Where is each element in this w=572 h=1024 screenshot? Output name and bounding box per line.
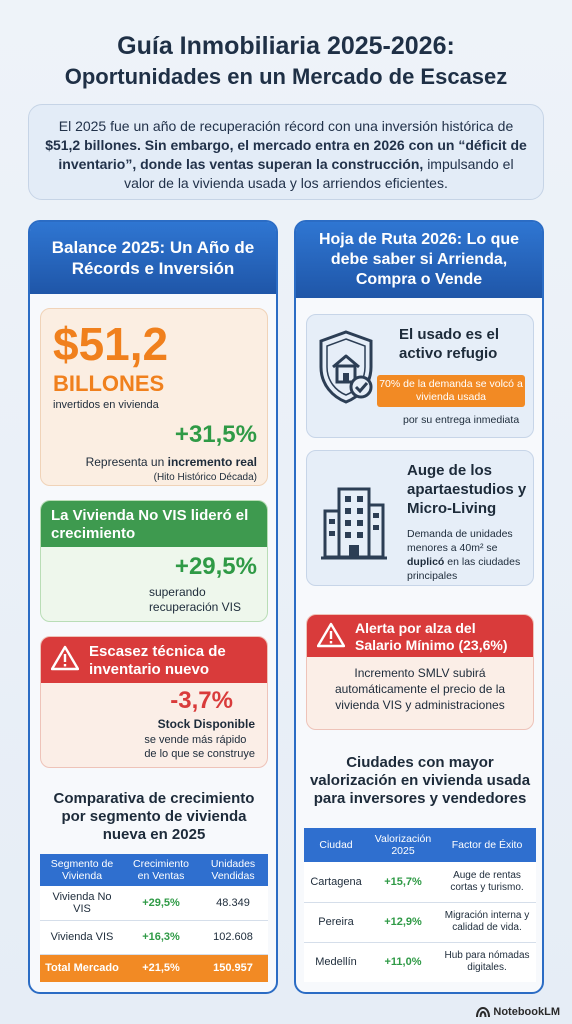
novis-text: superando recuperación VIS (149, 585, 241, 615)
intro-bold: $51,2 billones (45, 137, 138, 153)
factor-cell: Hub para nómadas digitales. (438, 942, 536, 982)
growth-text: Representa un incremento real (86, 455, 257, 470)
table-row: Vivienda No VIS +29,5% 48.349 (40, 886, 268, 921)
valuation-cell: +11,0% (368, 942, 438, 982)
growth-note: (Hito Histórico Década) (153, 472, 257, 483)
segment-header: Segmento de Vivienda (40, 854, 124, 886)
novis-percent: +29,5% (174, 553, 257, 580)
table-total-row: Total Mercado +21,5% 150.957 (40, 954, 268, 982)
right-header: Hoja de Ruta 2026: Lo que debe saber si … (296, 222, 542, 298)
alert-body: Incremento SMLV subirá automáticamente e… (334, 666, 506, 712)
comparison-title: Comparativa de crecimiento por segmento … (53, 790, 255, 843)
used-badge: 70% de la demanda se volcó a vivienda us… (377, 375, 525, 407)
growth-percent: +31,5% (174, 421, 257, 448)
micro-living-card: Auge de los apartaestudios y Micro-Livin… (306, 450, 534, 586)
scarcity-label: Stock Disponible (157, 717, 255, 731)
intro-text-1: El 2025 fue un año de recuperación récor… (58, 118, 514, 134)
total-label: Total Mercado (40, 954, 124, 982)
table-row: Vivienda VIS +16,3% 102.608 (40, 920, 268, 955)
alert-card: Alerta por alza del Salario Mínimo (23,6… (306, 614, 534, 730)
investment-amount: $51,2 (53, 318, 169, 370)
valuation-cell: +12,9% (368, 902, 438, 943)
shield-house-icon (319, 330, 373, 404)
table-row: Medellín +11,0% Hub para nómadas digital… (304, 942, 536, 982)
intro-text-3: impulsando el valor de la vivienda usada… (124, 156, 514, 191)
city-cell: Pereira (304, 902, 368, 943)
left-header: Balance 2025: Un Año de Récords e Invers… (30, 222, 276, 294)
city-header: Ciudad (304, 828, 368, 862)
notebooklm-logo-icon (476, 1006, 491, 1017)
novis-card: La Vivienda No VIS lideró el crecimiento… (40, 500, 268, 622)
total-growth: +21,5% (124, 954, 198, 982)
novis-line-1: superando (148, 585, 206, 599)
units-cell: 102.608 (198, 920, 268, 955)
growth-cell: +16,3% (124, 920, 198, 955)
factor-cell: Migración interna y calidad de vida. (438, 902, 536, 943)
growth-cell: +29,5% (124, 886, 198, 921)
micro-title: Auge de los apartaestudios y Micro-Livin… (407, 462, 527, 517)
micro-sub-post: en las ciudades principales (407, 556, 521, 582)
scarcity-header-bar: Escasez técnica de inventario nuevo (41, 637, 267, 683)
used-sub: por su entrega inmediata (403, 414, 520, 426)
city-cell: Medellín (304, 942, 368, 982)
warning-icon (51, 645, 79, 671)
cities-table-header: Ciudad Valorización 2025 Factor de Éxito (304, 828, 536, 862)
investment-note: invertidos en vivienda (53, 399, 159, 411)
cities-table: Ciudad Valorización 2025 Factor de Éxito… (304, 828, 536, 982)
table-row: Cartagena +15,7% Auge de rentas cortas y… (304, 862, 536, 903)
used-title: El usado es el activo refugio (399, 326, 500, 362)
factor-cell: Auge de rentas cortas y turismo. (438, 862, 536, 903)
micro-sub-pre: Demanda de unidades menores a 40m² se (407, 528, 513, 554)
novis-header: La Vivienda No VIS lideró el crecimiento (41, 501, 267, 547)
right-column: Hoja de Ruta 2026: Lo que debe saber si … (294, 220, 544, 994)
intro-text-2: . Sin embargo, el mercado entra en 2026 … (58, 137, 527, 172)
scarcity-text: se vende más rápido de lo que se constru… (144, 733, 255, 761)
scarcity-header: Escasez técnica de inventario nuevo (89, 643, 226, 678)
micro-sub: Demanda de unidades menores a 40m² se du… (407, 527, 531, 583)
footer-brand-text: NotebookLM (493, 1006, 560, 1018)
building-icon (321, 487, 387, 560)
micro-sub-bold: duplicó (407, 556, 445, 568)
segment-cell: Vivienda VIS (40, 920, 124, 955)
growth-header: Crecimiento en Ventas (124, 854, 198, 886)
novis-line-2: recuperación VIS (148, 600, 241, 614)
intro-box: El 2025 fue un año de recuperación récor… (28, 104, 544, 200)
table-row: Pereira +12,9% Migración interna y calid… (304, 902, 536, 943)
alert-header-bar: Alerta por alza del Salario Mínimo (23,6… (307, 615, 533, 657)
page-title: Guía Inmobiliaria 2025-2026: Oportunidad… (0, 30, 572, 92)
total-units: 150.957 (198, 954, 268, 982)
valuation-header: Valorización 2025 (368, 828, 438, 862)
investment-unit: BILLONES (53, 371, 165, 396)
growth-text-pre: Representa un (85, 455, 168, 469)
title-line-1: Guía Inmobiliaria 2025-2026: (117, 32, 455, 60)
growth-text-bold: incremento real (167, 455, 257, 469)
units-cell: 48.349 (198, 886, 268, 921)
city-cell: Cartagena (304, 862, 368, 903)
factor-header: Factor de Éxito (438, 828, 536, 862)
valuation-cell: +15,7% (368, 862, 438, 903)
used-housing-card: El usado es el activo refugio 70% de la … (306, 314, 534, 438)
scarcity-card: Escasez técnica de inventario nuevo -3,7… (40, 636, 268, 768)
title-line-2: Oportunidades en un Mercado de Escasez (64, 64, 508, 89)
scarcity-percent: -3,7% (170, 687, 233, 714)
warning-icon (317, 622, 345, 648)
investment-card: $51,2 BILLONES invertidos en vivienda +3… (40, 308, 268, 486)
units-header: Unidades Vendidas (198, 854, 268, 886)
cities-title: Ciudades con mayor valorización en vivie… (309, 754, 531, 807)
left-column: Balance 2025: Un Año de Récords e Invers… (28, 220, 278, 994)
scarcity-line-1: se vende más rápido (144, 734, 247, 746)
segment-table: Segmento de Vivienda Crecimiento en Vent… (40, 854, 268, 982)
segment-table-header: Segmento de Vivienda Crecimiento en Vent… (40, 854, 268, 886)
segment-cell: Vivienda No VIS (40, 886, 124, 921)
footer-brand: NotebookLM (476, 1006, 560, 1018)
scarcity-line-2: de lo que se construye (144, 748, 255, 760)
alert-header: Alerta por alza del Salario Mínimo (23,6… (355, 620, 508, 653)
